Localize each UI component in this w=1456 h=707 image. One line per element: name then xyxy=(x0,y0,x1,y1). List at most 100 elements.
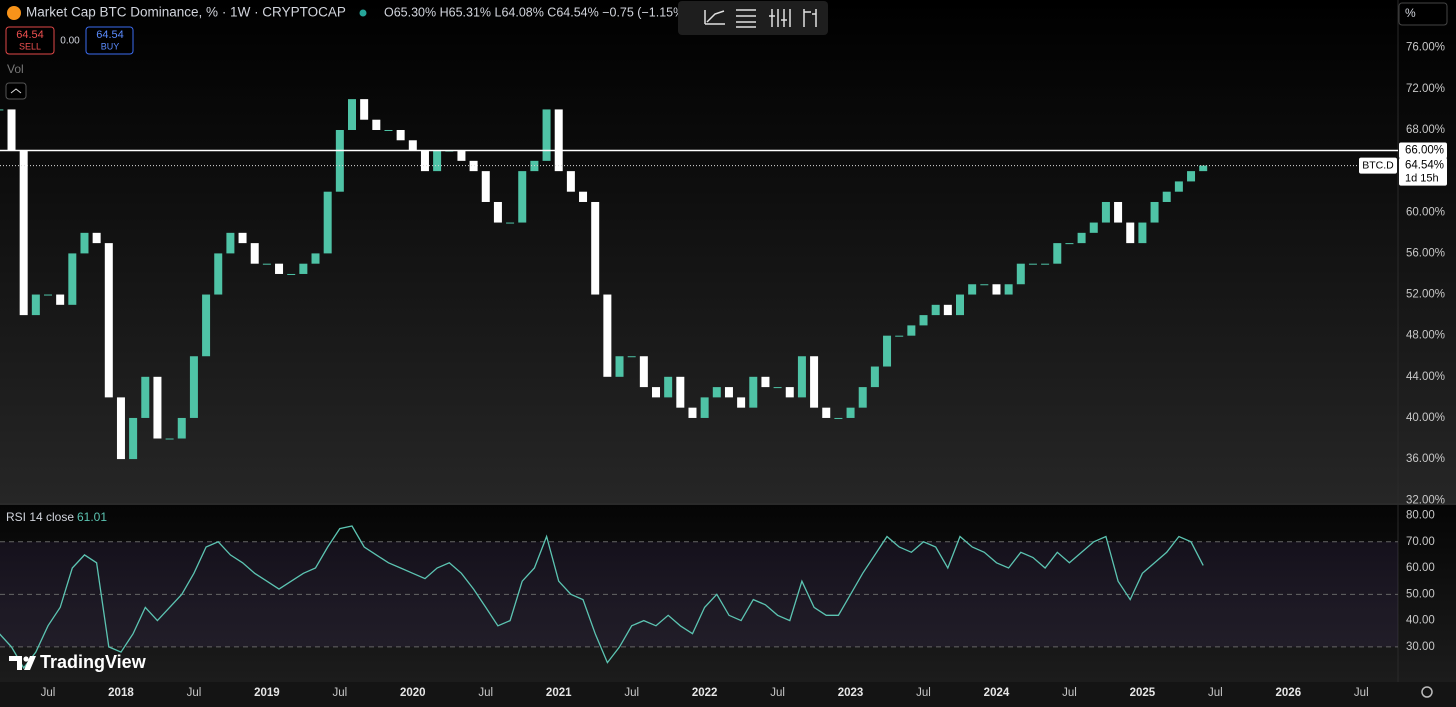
x-tick-label: 2020 xyxy=(400,687,426,699)
candle xyxy=(627,356,636,358)
candle xyxy=(177,417,186,439)
x-tick-label: Jul xyxy=(1062,687,1077,699)
y-tick-label: 50.00 xyxy=(1406,588,1435,600)
candle xyxy=(1101,201,1110,223)
hline-label: 66.00% xyxy=(1405,145,1444,157)
candle xyxy=(579,191,588,202)
y-tick-label: 60.00% xyxy=(1406,206,1445,218)
logo-dot xyxy=(23,656,29,662)
candle xyxy=(1077,232,1086,244)
collapse-button[interactable] xyxy=(5,82,27,100)
candle xyxy=(457,150,466,161)
candle xyxy=(31,294,40,316)
scale-button[interactable] xyxy=(1398,2,1448,26)
scale-button-label: % xyxy=(1405,6,1416,20)
x-tick-label: 2021 xyxy=(546,687,572,699)
y-tick-label: 60.00 xyxy=(1406,562,1435,574)
candle xyxy=(1162,191,1171,202)
tool-icon[interactable] xyxy=(769,9,791,27)
candle xyxy=(1004,284,1013,295)
candle xyxy=(724,387,733,398)
x-tick-label: Jul xyxy=(478,687,493,699)
buy-button[interactable] xyxy=(85,26,134,55)
candle xyxy=(420,150,429,172)
rsi-pane xyxy=(0,505,1456,682)
candle xyxy=(481,171,490,202)
candle xyxy=(299,263,308,274)
candle xyxy=(1114,201,1123,223)
watermark-logo xyxy=(9,656,36,670)
x-tick-label: Jul xyxy=(770,687,785,699)
candle xyxy=(773,387,782,389)
tool-icon[interactable] xyxy=(803,9,817,27)
candle xyxy=(639,356,648,388)
y-tick-label: 70.00 xyxy=(1406,536,1435,548)
candle xyxy=(396,129,405,141)
y-tick-label: 72.00% xyxy=(1406,83,1445,95)
y-tick-label: 52.00% xyxy=(1406,289,1445,301)
x-tick-label: Jul xyxy=(1208,687,1223,699)
candle xyxy=(238,232,247,244)
spread: 0.00 xyxy=(60,36,80,47)
tool-icon[interactable] xyxy=(704,10,725,25)
candle xyxy=(323,191,332,254)
candle xyxy=(822,407,831,418)
candle xyxy=(384,129,393,131)
candle xyxy=(542,109,551,161)
x-tick-label: 2026 xyxy=(1276,687,1302,699)
candle xyxy=(311,253,320,264)
candle xyxy=(895,335,904,337)
sell-button[interactable] xyxy=(5,26,55,55)
price-tag xyxy=(1399,157,1447,186)
candle xyxy=(275,263,284,274)
toolbar-icons xyxy=(704,9,817,28)
main-pane xyxy=(0,0,1456,503)
candle xyxy=(931,304,940,316)
candle xyxy=(603,294,612,377)
volume-label: Vol xyxy=(7,62,24,76)
candle xyxy=(883,335,892,367)
candle xyxy=(287,273,296,275)
plot: 32.00% 36.00% 40.00% 44.00% 48.00% 52.00% 56.0… xyxy=(0,42,1447,699)
candle xyxy=(968,284,977,295)
candle xyxy=(433,150,442,172)
candle xyxy=(92,232,101,244)
candle xyxy=(104,243,113,398)
rsi-value: 61.01 xyxy=(77,510,107,524)
candle xyxy=(1041,263,1050,265)
x-tick-label: 2018 xyxy=(108,687,134,699)
candle xyxy=(785,387,794,398)
settings-icon[interactable] xyxy=(1421,686,1433,698)
ohlc: O65.30% H65.31% L64.08% C64.54% −0.75 (−… xyxy=(384,5,688,19)
sell-label: SELL xyxy=(19,41,41,51)
candle xyxy=(262,263,271,265)
candle xyxy=(1199,165,1208,172)
toolbar[interactable] xyxy=(678,1,828,35)
caret xyxy=(10,88,22,94)
candle xyxy=(749,376,758,408)
tool-icon[interactable] xyxy=(736,9,756,28)
countdown-label: 1d 15h xyxy=(1405,172,1439,184)
sell-price: 64.54 xyxy=(16,29,44,41)
buy-price: 64.54 xyxy=(96,29,124,41)
buy-label: BUY xyxy=(101,41,120,51)
y-tick-label: 48.00% xyxy=(1406,330,1445,342)
candle xyxy=(810,356,819,408)
candle xyxy=(1016,263,1025,285)
candle xyxy=(846,407,855,418)
candle xyxy=(348,99,356,130)
price-label: 64.54% xyxy=(1405,160,1444,172)
candle xyxy=(907,325,916,336)
x-tick-label: Jul xyxy=(916,687,931,699)
watermark: TradingView xyxy=(40,652,147,672)
y-tick-label: 40.00% xyxy=(1406,412,1445,424)
y-tick-label: 44.00% xyxy=(1406,371,1445,383)
y-tick-label: 56.00% xyxy=(1406,247,1445,259)
time-axis xyxy=(0,682,1456,707)
candle xyxy=(153,376,162,439)
candle xyxy=(943,304,952,316)
candle xyxy=(1138,222,1147,244)
candle xyxy=(469,160,478,172)
candle xyxy=(360,99,369,120)
